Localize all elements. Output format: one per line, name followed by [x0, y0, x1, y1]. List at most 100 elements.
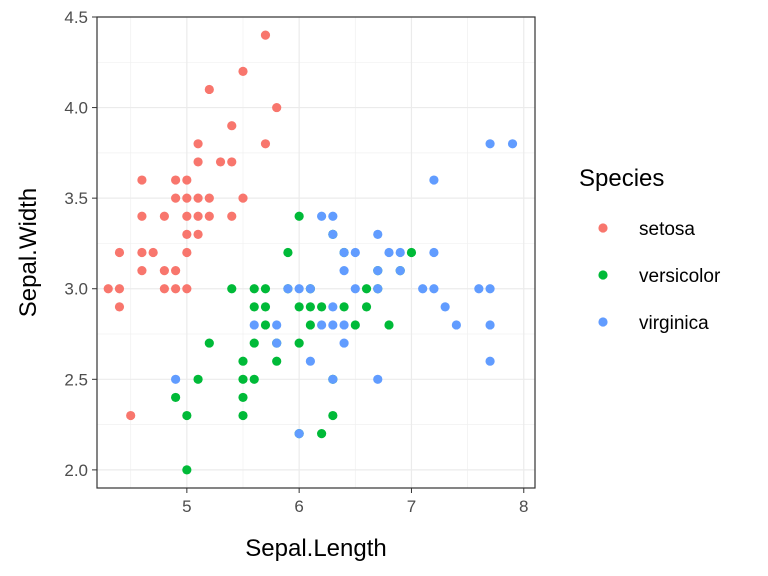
data-point-versicolor	[272, 356, 282, 366]
data-point-virginica	[373, 374, 383, 384]
data-point-setosa	[193, 157, 203, 167]
data-point-setosa	[260, 30, 271, 40]
data-point-setosa	[103, 284, 113, 294]
grid	[97, 16, 535, 488]
data-point-virginica	[317, 320, 327, 330]
data-point-virginica	[429, 247, 439, 258]
data-point-setosa	[272, 102, 282, 113]
legend-label-virginica: virginica	[639, 313, 709, 334]
legend-title: Species	[579, 165, 664, 192]
data-point-setosa	[204, 193, 214, 203]
x-tick-label: 7	[407, 497, 416, 516]
y-tick-label: 4.5	[64, 8, 88, 27]
data-point-versicolor	[317, 302, 327, 312]
data-point-virginica	[328, 374, 338, 384]
data-point-versicolor	[171, 392, 181, 403]
data-point-setosa	[171, 193, 181, 203]
x-tick-label: 5	[182, 497, 191, 516]
legend-key-versicolor	[598, 270, 608, 280]
data-point-virginica	[395, 247, 405, 258]
panel-border	[96, 16, 536, 489]
data-point-versicolor	[317, 429, 327, 439]
y-tick-label: 2.0	[64, 461, 88, 480]
data-point-versicolor	[305, 302, 315, 312]
data-point-virginica	[485, 320, 495, 330]
legend: Species setosa versicolor virginica	[579, 165, 721, 334]
legend-key-virginica	[598, 317, 608, 327]
data-points	[103, 30, 518, 475]
data-point-setosa	[182, 211, 192, 221]
data-point-versicolor	[238, 374, 248, 384]
data-point-virginica	[328, 302, 338, 312]
data-point-versicolor	[339, 302, 349, 312]
data-point-virginica	[339, 320, 349, 330]
data-point-setosa	[204, 211, 214, 221]
data-point-setosa	[182, 193, 192, 203]
data-point-versicolor	[238, 410, 248, 421]
data-point-virginica	[395, 266, 405, 276]
data-point-virginica	[429, 284, 439, 294]
data-point-versicolor	[294, 211, 304, 221]
data-point-virginica	[317, 211, 327, 221]
data-point-versicolor	[406, 247, 417, 258]
data-point-versicolor	[260, 320, 271, 330]
data-point-virginica	[305, 356, 315, 366]
data-point-setosa	[137, 211, 147, 221]
data-point-virginica	[283, 284, 293, 294]
data-point-virginica	[328, 229, 338, 239]
legend-label-setosa: setosa	[639, 219, 695, 240]
data-point-virginica	[339, 266, 349, 276]
data-point-setosa	[159, 266, 169, 276]
x-axis-title: Sepal.Length	[245, 535, 386, 562]
data-point-virginica	[350, 284, 360, 294]
data-point-versicolor	[305, 320, 315, 330]
data-point-virginica	[485, 356, 495, 366]
data-point-virginica	[328, 211, 338, 221]
data-point-versicolor	[182, 410, 192, 421]
data-point-setosa	[204, 84, 214, 95]
data-point-virginica	[272, 320, 282, 330]
data-point-virginica	[249, 320, 259, 330]
x-tick-label: 8	[519, 497, 528, 516]
y-tick-label: 3.0	[64, 280, 88, 299]
data-point-versicolor	[361, 302, 372, 312]
data-point-setosa	[114, 302, 125, 312]
data-point-setosa	[171, 284, 181, 294]
data-point-setosa	[260, 139, 271, 149]
data-point-virginica	[350, 247, 360, 258]
data-point-setosa	[182, 229, 192, 239]
data-point-versicolor	[384, 320, 394, 330]
data-point-versicolor	[294, 338, 304, 348]
data-point-setosa	[238, 66, 248, 76]
data-point-virginica	[418, 284, 428, 294]
data-point-versicolor	[238, 356, 248, 366]
axis-ticks: 5 6 7 8 2.0 2.5 3.0 3.5 4.0 4.5	[64, 8, 528, 516]
data-point-setosa	[238, 193, 248, 203]
y-axis-title: Sepal.Width	[15, 188, 42, 317]
data-point-setosa	[148, 247, 158, 258]
data-point-virginica	[294, 284, 304, 294]
data-point-setosa	[227, 157, 237, 167]
data-point-setosa	[114, 247, 125, 258]
y-tick-label: 3.5	[64, 189, 88, 208]
data-point-setosa	[227, 211, 237, 221]
data-point-versicolor	[260, 284, 271, 294]
data-point-virginica	[507, 139, 518, 149]
data-point-setosa	[137, 266, 147, 276]
data-point-setosa	[193, 229, 203, 239]
data-point-setosa	[171, 175, 181, 185]
data-point-versicolor	[283, 247, 293, 258]
data-point-versicolor	[350, 320, 360, 330]
data-point-setosa	[137, 247, 147, 258]
data-point-versicolor	[249, 284, 259, 294]
data-point-versicolor	[193, 374, 203, 384]
data-point-setosa	[159, 211, 169, 221]
data-point-virginica	[485, 284, 495, 294]
data-point-versicolor	[249, 302, 259, 312]
data-point-versicolor	[260, 302, 271, 312]
data-point-virginica	[451, 320, 461, 330]
data-point-virginica	[440, 302, 450, 312]
data-point-setosa	[227, 121, 237, 131]
legend-key-setosa	[598, 223, 608, 233]
data-point-setosa	[193, 211, 203, 221]
